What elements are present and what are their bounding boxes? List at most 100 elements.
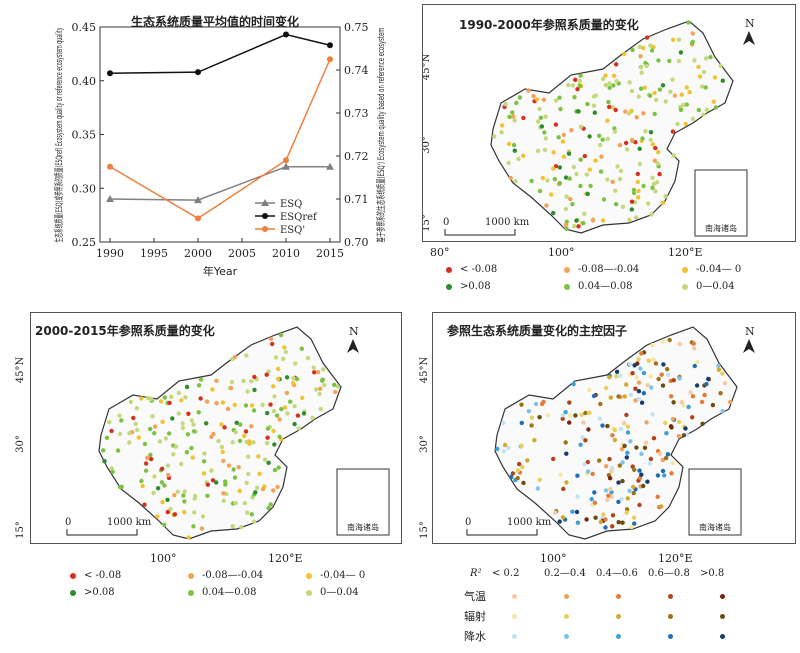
map-point: [617, 176, 623, 182]
legend-esqprime-marker: [262, 226, 268, 232]
map-point: [629, 199, 635, 204]
map-point: [624, 507, 630, 512]
map-point: [636, 396, 642, 402]
map-point: [651, 436, 657, 441]
map-point: [184, 450, 190, 455]
map-point: [572, 224, 577, 229]
legend-swatch: [682, 266, 688, 273]
map-point: [663, 194, 668, 199]
map-point: [529, 415, 535, 420]
map-point: [663, 455, 669, 461]
map-point: [294, 376, 300, 382]
map-point: [196, 383, 202, 388]
map-point: [282, 405, 288, 410]
map-point: [641, 483, 646, 489]
map-point: [652, 111, 657, 117]
map-point: [228, 385, 234, 391]
x-tick-label: 1990: [96, 247, 124, 260]
map-point: [618, 426, 624, 432]
map-point: [624, 382, 629, 387]
map2-lon-labels: 100° 120°E: [150, 552, 350, 566]
series-point: [106, 195, 114, 202]
map-point: [644, 35, 650, 40]
map-point: [556, 135, 561, 140]
map-point: [159, 480, 165, 485]
map-point: [613, 202, 619, 207]
map-point: [659, 504, 664, 509]
series-point: [107, 70, 113, 77]
map-point: [606, 99, 611, 105]
map-point: [499, 130, 504, 135]
lon-120: 120°E: [668, 246, 703, 259]
map-point: [566, 82, 571, 88]
map-point: [586, 427, 591, 432]
map-point: [204, 399, 210, 404]
map-point: [690, 116, 696, 122]
map2-title: 2000-2015年参照系质量的变化: [35, 323, 215, 338]
map-point: [508, 475, 514, 480]
map-point: [515, 468, 521, 473]
map-point: [638, 366, 643, 371]
map-point: [681, 403, 686, 408]
y-tick-label: 0.45: [72, 21, 97, 34]
map-point: [246, 471, 251, 477]
y-axis-label-left: 生态系统质量(ESQ)或参照系的质量(ESQref) Ecosystem qua…: [53, 27, 65, 242]
map-point: [537, 477, 542, 482]
map-point: [557, 519, 562, 524]
factor-swatch: [720, 594, 725, 599]
map-point: [655, 473, 661, 478]
map-point: [584, 517, 589, 522]
map-point: [512, 118, 517, 123]
map-point: [571, 164, 576, 170]
map-point: [657, 87, 663, 92]
legend-label: < -0.08: [460, 264, 498, 275]
map-point: [165, 463, 171, 468]
map-point: [660, 468, 666, 474]
legend-label: -0.04— 0: [320, 570, 366, 581]
legend-label: 0.04—0.08: [202, 587, 257, 598]
map-point: [271, 488, 276, 493]
china-outline: [98, 326, 342, 540]
map-point: [552, 510, 558, 515]
map-point: [620, 520, 625, 525]
map-point: [701, 69, 707, 75]
north-label: N: [745, 17, 755, 30]
map-point: [607, 456, 612, 462]
map-point: [659, 372, 664, 377]
map-point: [608, 486, 613, 492]
map-point: [692, 346, 697, 351]
map-point: [593, 158, 598, 163]
map-point: [600, 76, 606, 82]
map-point: [599, 154, 604, 159]
map-point: [690, 31, 695, 36]
map-point: [274, 413, 280, 418]
map-point: [295, 413, 301, 418]
map-panel-3: 参照生态系统质量变化的主控因子 N 0 1000 km 南海诸岛: [432, 312, 796, 544]
map-point: [245, 389, 250, 394]
map-point: [640, 136, 645, 141]
map-point: [575, 494, 580, 499]
factor-swatch: [720, 614, 725, 619]
map-point: [624, 412, 629, 418]
map-point: [266, 505, 271, 511]
map-point: [610, 179, 615, 184]
map-point: [667, 337, 672, 343]
map-point: [637, 475, 643, 481]
map-point: [317, 391, 322, 397]
map-point: [211, 431, 216, 437]
legend-esq-marker: [261, 199, 269, 206]
map-point: [551, 166, 556, 171]
map-point: [601, 197, 607, 202]
map-point: [264, 440, 270, 446]
map3-title: 参照生态系统质量变化的主控因子: [447, 323, 627, 338]
map-point: [677, 341, 682, 347]
map-point: [611, 83, 616, 88]
map-point: [508, 175, 513, 181]
map-point: [625, 424, 631, 429]
map-point: [285, 411, 290, 416]
map-point: [671, 400, 676, 405]
map-point: [624, 510, 629, 515]
map-point: [570, 509, 575, 514]
map-point: [578, 442, 583, 447]
r2-bin-label: 0.6—0.8: [648, 568, 690, 579]
